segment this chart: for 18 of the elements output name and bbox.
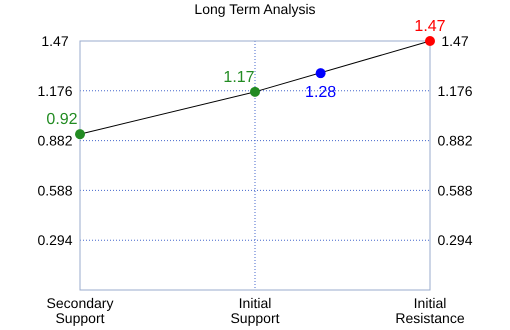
y-tick-label: 0.294 <box>37 232 73 248</box>
data-label: 1.17 <box>223 68 255 86</box>
x-tick-label: Initial Resistance <box>395 295 465 326</box>
y-tick-label: 1.176 <box>37 82 73 99</box>
data-label: 0.92 <box>46 111 78 128</box>
y-tick-label: 0.588 <box>37 182 73 198</box>
x-tick-label: Secondary Support <box>46 295 114 326</box>
y2-tick-label: 0.588 <box>437 182 473 198</box>
y-tick-label: 0.882 <box>37 132 73 149</box>
y-tick-label: 1.47 <box>41 33 69 49</box>
chart-title: Long Term Analysis <box>194 1 316 17</box>
data-label: 1.28 <box>305 84 336 102</box>
y2-tick-label: 1.47 <box>441 33 469 49</box>
y2-tick-label: 1.176 <box>437 82 473 99</box>
y2-tick-label: 0.882 <box>437 132 473 149</box>
data-label: 1.47 <box>414 18 446 35</box>
y2-tick-label: 0.294 <box>437 232 473 248</box>
x-tick-label: Initial Support <box>230 295 280 326</box>
